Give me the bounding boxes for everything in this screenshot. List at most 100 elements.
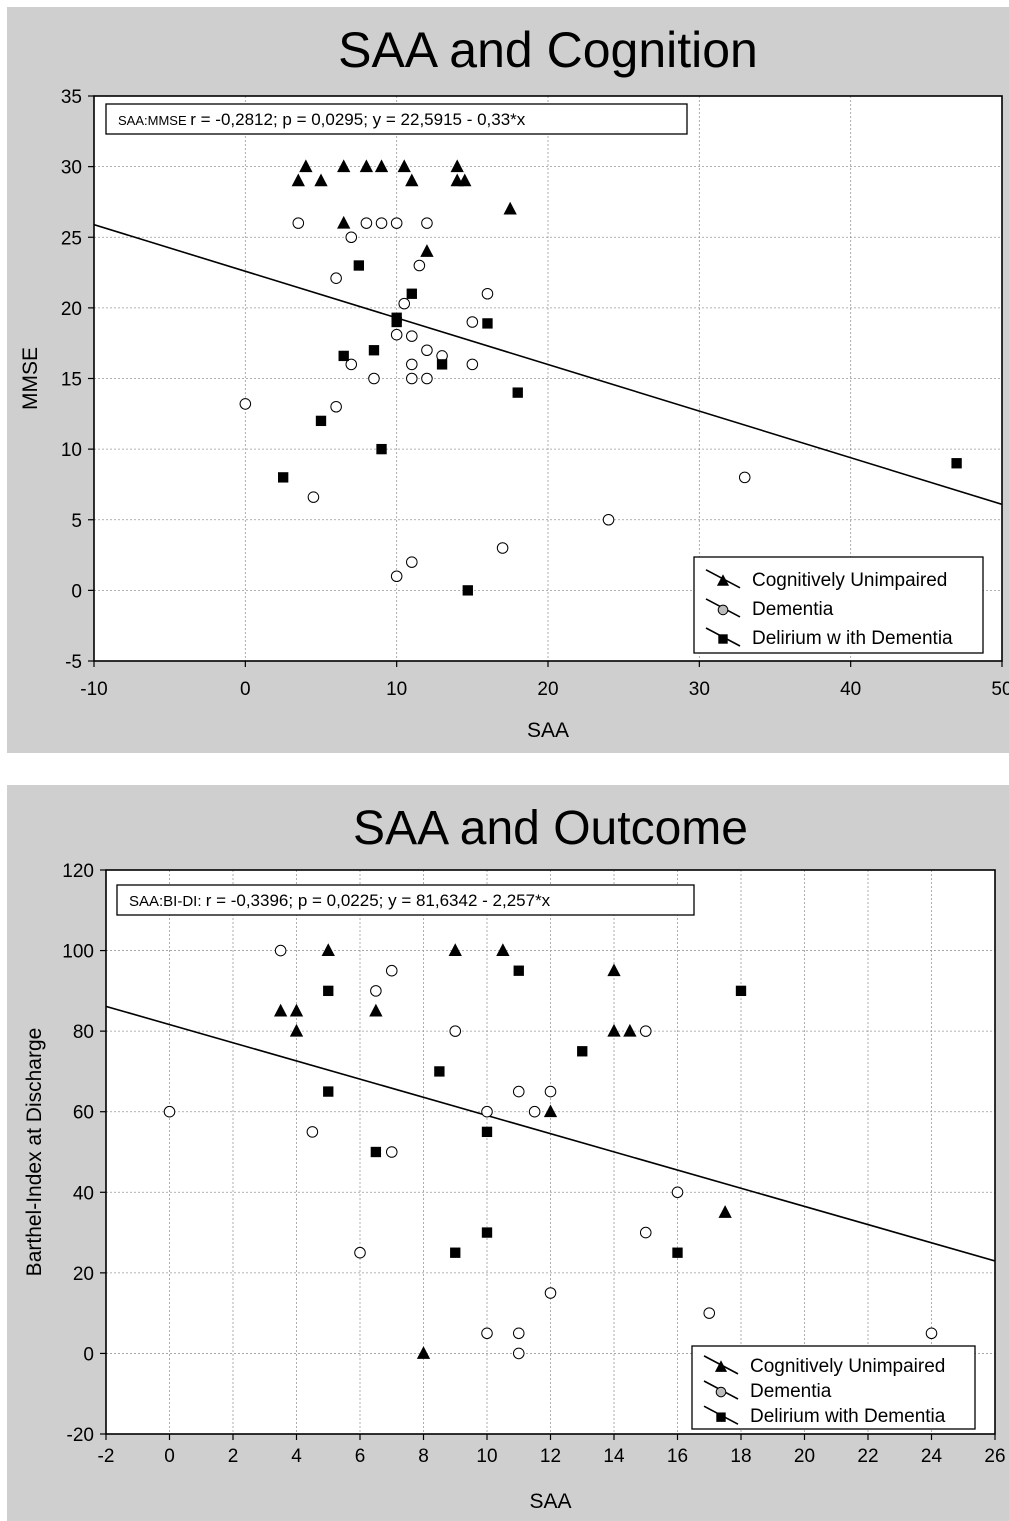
- x-tick-label: -2: [98, 1446, 115, 1467]
- data-point-triangle: [369, 1003, 383, 1017]
- data-point-triangle: [337, 159, 351, 173]
- data-point-circle: [306, 1126, 319, 1138]
- stats-text: SAA:MMSE r = -0,2812; p = 0,0295; y = 22…: [118, 110, 526, 129]
- x-tick-label: 18: [730, 1446, 751, 1467]
- data-point-triangle: [397, 159, 411, 173]
- y-axis-label: MMSE: [19, 347, 42, 410]
- data-point-circle: [512, 1347, 525, 1360]
- chart-outcome: -2 0 2 4 6 8 10 12 14 16 18 20 22 24 26-20020406080100…: [23, 802, 1006, 1513]
- data-point-circle: [390, 217, 403, 229]
- data-point-circle: [481, 1327, 493, 1340]
- data-point-square: [353, 260, 365, 271]
- data-point-circle: [375, 217, 388, 229]
- y-tick-label: 80: [73, 1022, 94, 1043]
- data-point-triangle: [374, 159, 389, 173]
- data-point-circle: [925, 1327, 938, 1340]
- legend-box: [693, 556, 984, 654]
- data-point-circle: [330, 400, 342, 413]
- data-point-triangle: [623, 1023, 637, 1037]
- data-point-square: [323, 1086, 334, 1097]
- data-point-circle: [385, 964, 398, 977]
- data-point-circle: [307, 491, 320, 503]
- data-point-circle: [292, 217, 305, 229]
- data-point-square: [482, 318, 493, 329]
- y-tick-label: 20: [73, 1264, 94, 1285]
- data-point-triangle: [405, 173, 419, 187]
- data-point-triangle: [321, 943, 335, 957]
- data-point-circle: [370, 985, 382, 997]
- data-point-triangle: [416, 1346, 431, 1359]
- chart-title: SAA and Outcome: [353, 802, 748, 855]
- data-point-circle: [368, 372, 380, 385]
- data-point-circle: [602, 513, 615, 526]
- data-point-square: [376, 443, 387, 455]
- y-tick-label: 25: [61, 228, 82, 249]
- data-point-triangle: [543, 1104, 558, 1118]
- data-point-circle: [406, 358, 418, 371]
- data-point-square: [512, 387, 523, 398]
- data-point-square: [481, 1227, 493, 1238]
- x-axis-label: SAA: [529, 1490, 571, 1513]
- data-point-circle: [406, 372, 418, 385]
- data-point-circle: [345, 358, 358, 371]
- legend-label: Delirium with Dementia: [750, 1406, 946, 1427]
- y-tick-label: 0: [83, 1344, 94, 1365]
- data-point-circle: [163, 1105, 176, 1118]
- stats-values: r = -0,3396; p = 0,0225; y = 81,6342 - 2…: [206, 891, 551, 910]
- x-tick-label: 16: [667, 1446, 688, 1467]
- data-point-square: [672, 1247, 683, 1258]
- stats-box: [116, 884, 695, 916]
- x-tick-label: 4: [291, 1446, 302, 1467]
- data-point-square: [406, 288, 417, 299]
- y-tick-label: 100: [62, 942, 94, 963]
- data-point-triangle: [314, 173, 328, 187]
- y-tick-label: 30: [61, 158, 82, 179]
- legend-marker-circle: [717, 604, 729, 616]
- data-point-circle: [385, 1146, 398, 1158]
- data-point-circle: [528, 1105, 541, 1118]
- data-point-square: [323, 985, 334, 997]
- data-point-triangle: [359, 159, 374, 173]
- data-point-circle: [738, 471, 751, 484]
- x-tick-label: 40: [840, 679, 861, 700]
- data-point-triangle: [420, 244, 434, 257]
- data-point-circle: [345, 231, 358, 244]
- x-tick-label: 10: [386, 679, 407, 700]
- data-point-circle: [239, 398, 252, 410]
- x-tick-label: 10: [476, 1446, 497, 1467]
- data-point-triangle: [299, 159, 313, 173]
- data-point-circle: [466, 358, 479, 371]
- x-tick-label: 6: [355, 1446, 366, 1467]
- x-tick-label: 2: [228, 1446, 239, 1467]
- x-tick-label: 20: [537, 679, 558, 700]
- data-point-circle: [512, 1085, 525, 1098]
- x-tick-label: 26: [984, 1446, 1005, 1467]
- y-axis-label: Barthel-Index at Discharge: [23, 1028, 46, 1277]
- data-point-circle: [398, 297, 411, 310]
- data-point-circle: [421, 217, 433, 229]
- data-point-circle: [274, 944, 287, 957]
- x-tick-label: 12: [540, 1446, 561, 1467]
- data-point-circle: [481, 287, 494, 300]
- stats-text: SAA:BI-DI: r = -0,3396; p = 0,0225; y = …: [129, 891, 551, 910]
- data-point-triangle: [273, 1003, 288, 1017]
- y-tick-label: 120: [62, 861, 94, 882]
- data-point-triangle: [289, 1023, 304, 1037]
- x-tick-label: 30: [689, 679, 710, 700]
- data-point-circle: [639, 1226, 652, 1239]
- data-point-square: [462, 585, 473, 596]
- data-point-square: [338, 350, 349, 362]
- y-tick-label: 35: [61, 87, 82, 108]
- data-point-circle: [671, 1186, 684, 1199]
- data-point-circle: [421, 344, 433, 357]
- legend-marker-triangle: [714, 1360, 728, 1372]
- data-point-triangle: [337, 215, 351, 229]
- data-point-square: [481, 1126, 493, 1138]
- y-tick-label: -20: [67, 1425, 94, 1446]
- data-point-triangle: [718, 1205, 732, 1218]
- data-point-triangle: [503, 201, 517, 215]
- data-point-square: [450, 1247, 461, 1258]
- legend-label: Cognitively Unimpaired: [752, 570, 947, 591]
- x-tick-label: 8: [418, 1446, 429, 1467]
- data-point-circle: [544, 1287, 557, 1299]
